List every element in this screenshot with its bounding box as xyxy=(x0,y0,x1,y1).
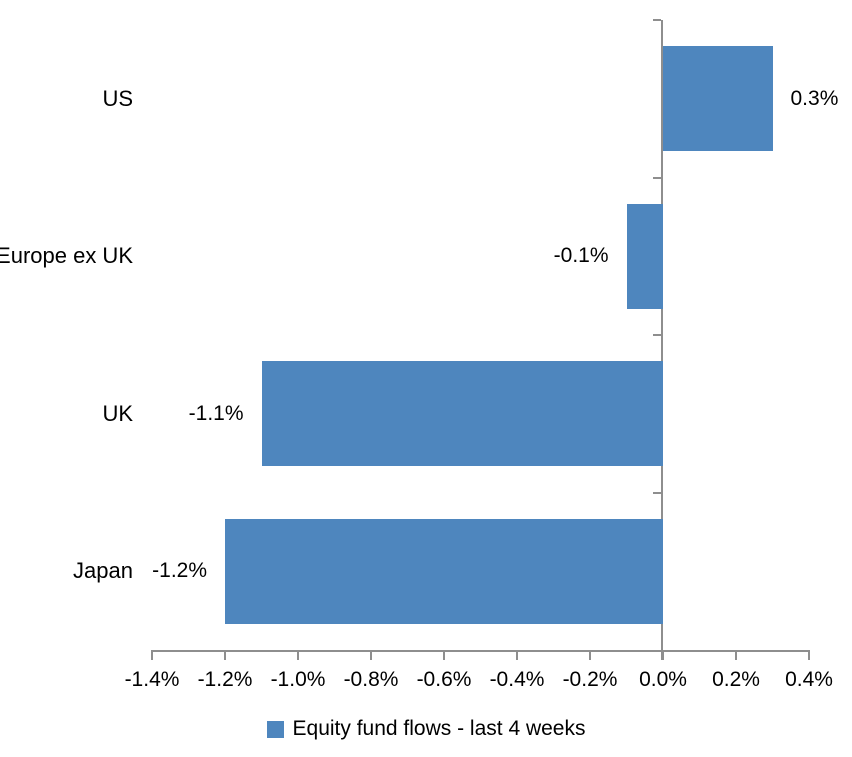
x-axis-tick xyxy=(516,650,518,660)
y-axis-tick xyxy=(653,334,661,336)
category-label: US xyxy=(102,85,133,111)
x-axis-tick xyxy=(370,650,372,660)
data-label: -1.1% xyxy=(188,401,244,425)
legend-swatch-icon xyxy=(266,720,284,738)
x-axis-tick xyxy=(662,650,664,660)
data-label: -1.2% xyxy=(152,559,207,583)
x-tick-label: 0.0% xyxy=(639,668,687,691)
x-tick-label: -0.4% xyxy=(489,668,545,691)
x-axis-tick xyxy=(589,650,591,660)
legend-label: Equity fund flows - last 4 weeks xyxy=(292,717,586,740)
x-tick-label: -0.6% xyxy=(416,668,472,691)
x-axis-tick xyxy=(808,650,810,660)
x-axis-line xyxy=(151,650,810,652)
x-tick-label: -1.4% xyxy=(124,668,180,691)
bar xyxy=(261,361,663,467)
x-axis-tick xyxy=(151,650,153,660)
y-axis-tick xyxy=(653,19,661,21)
legend: Equity fund flows - last 4 weeks xyxy=(0,717,852,741)
x-tick-label: -0.8% xyxy=(343,668,399,691)
x-tick-label: 0.2% xyxy=(712,668,760,691)
category-label: Europe ex UK xyxy=(0,243,133,269)
y-axis-tick xyxy=(653,491,661,494)
bar xyxy=(626,203,663,309)
x-tick-label: -1.0% xyxy=(270,668,326,691)
bar xyxy=(663,46,773,152)
x-axis-tick xyxy=(297,650,299,660)
category-label: Japan xyxy=(73,558,133,584)
x-axis-tick xyxy=(735,650,737,660)
data-label: 0.3% xyxy=(790,86,839,110)
bar xyxy=(225,518,663,624)
x-tick-label: -0.2% xyxy=(562,668,618,691)
x-tick-label: 0.4% xyxy=(785,668,833,691)
x-axis-tick xyxy=(224,650,226,660)
x-axis-tick xyxy=(443,650,445,660)
y-axis-tick xyxy=(653,176,661,179)
data-label: -0.1% xyxy=(553,244,609,268)
category-label: UK xyxy=(102,400,133,426)
x-tick-label: -1.2% xyxy=(197,668,253,691)
